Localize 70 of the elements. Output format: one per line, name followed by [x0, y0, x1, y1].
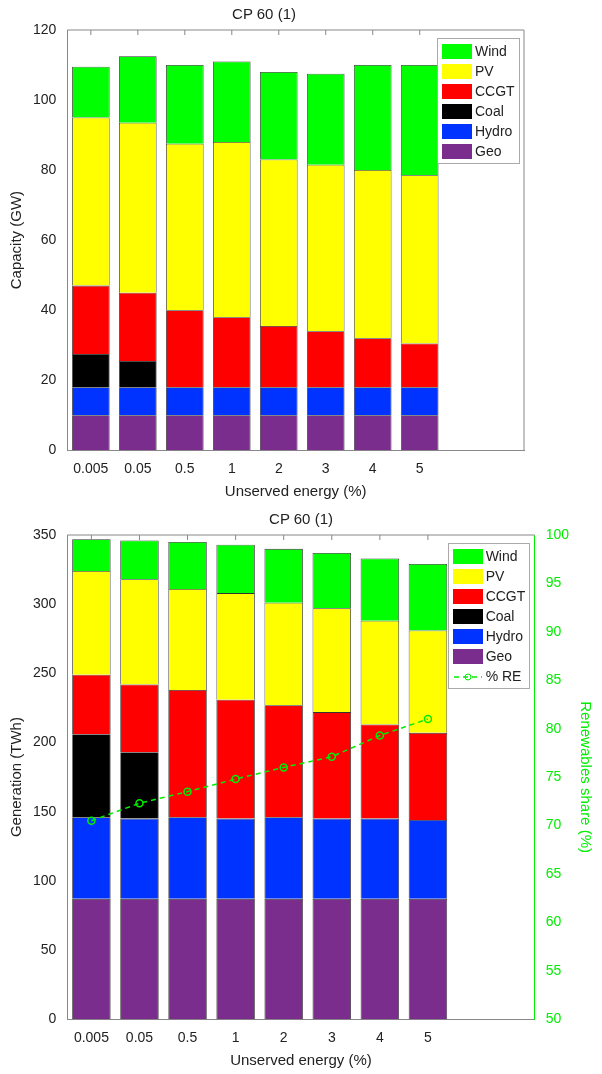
legend-label: % RE: [485, 668, 522, 684]
x-tick-label: 1: [227, 460, 236, 477]
x-tick-label: 2: [274, 460, 283, 477]
x-tick-label: 0.05: [125, 1029, 154, 1046]
legend-label: Geo: [475, 143, 502, 159]
x-tick-label: 5: [424, 1029, 433, 1046]
y2-tick-label: 50: [545, 1010, 562, 1027]
y2-tick-label: 70: [545, 816, 562, 833]
x-tick-label: 1: [231, 1029, 240, 1046]
legend-label: Wind: [485, 548, 518, 564]
legend-label: PV: [485, 568, 505, 584]
point: [231, 774, 240, 784]
legend-label: PV: [475, 63, 494, 79]
y-axis-title: Capacity (GW): [7, 190, 25, 290]
y2-tick-label: 80: [545, 719, 562, 736]
y2-tick-label: 90: [545, 622, 562, 639]
y-tick-label: 40: [40, 300, 57, 317]
x-axis-title: Unserved energy (%): [230, 1051, 372, 1069]
x-tick-label: 4: [375, 1029, 384, 1046]
y-tick-label: 20: [40, 371, 57, 388]
x-tick-label: 4: [368, 460, 377, 477]
point: [183, 787, 192, 796]
y2-tick-label: 55: [545, 961, 562, 978]
legend-label: CCGT: [475, 83, 515, 99]
x-tick-label: 0.005: [73, 460, 109, 477]
y-tick-label: 50: [40, 940, 57, 957]
y-tick-label: 60: [40, 230, 57, 247]
x-tick-label: 3: [321, 460, 330, 477]
point: [423, 714, 433, 724]
x-tick-label: 5: [415, 460, 424, 477]
legend-label: Hydro: [485, 628, 523, 644]
y2-tick-label: 95: [545, 574, 562, 591]
y-tick-label: 350: [33, 525, 57, 542]
x-tick-label: 0.05: [124, 460, 152, 477]
point: [87, 816, 96, 825]
chart-title: CP 60 (1): [269, 510, 333, 528]
y2-tick-label: 85: [545, 671, 562, 688]
x-axis-title: Unserved energy (%): [224, 482, 367, 500]
legend-label: Wind: [475, 43, 507, 59]
legend-label: Hydro: [475, 123, 513, 139]
y2-tick-label: 65: [545, 864, 562, 881]
x-tick-label: 0.5: [177, 1029, 198, 1046]
y2-tick-label: 60: [545, 913, 562, 930]
y-tick-label: 0: [48, 1010, 57, 1027]
x-tick-label: 0.005: [73, 1029, 110, 1046]
y-tick-label: 300: [33, 595, 57, 612]
y2-tick-label: 75: [545, 767, 562, 784]
y2-axis-title: Renewables share (%): [577, 701, 595, 853]
y-tick-label: 150: [33, 802, 57, 819]
point: [375, 731, 385, 740]
y-tick-label: 200: [33, 733, 57, 750]
y-tick-label: 100: [33, 90, 57, 107]
legend-label: Geo: [485, 648, 513, 664]
y-tick-label: 80: [40, 160, 57, 177]
y-tick-label: 250: [33, 664, 57, 681]
x-tick-label: 3: [327, 1029, 336, 1046]
legend-label: Coal: [475, 103, 504, 119]
legend-label: Coal: [485, 608, 515, 624]
y2-tick-label: 100: [545, 525, 570, 542]
legend-label: CCGT: [485, 588, 526, 604]
point: [135, 799, 144, 808]
y-axis-title: Generation (TWh): [7, 717, 25, 838]
point: [279, 763, 288, 772]
chart-title: CP 60 (1): [232, 5, 296, 23]
point: [327, 752, 337, 762]
y-tick-label: 100: [33, 871, 57, 888]
y-tick-label: 120: [33, 20, 57, 37]
x-tick-label: 0.5: [175, 460, 195, 477]
y-tick-label: 0: [48, 441, 57, 458]
x-tick-label: 2: [279, 1029, 288, 1046]
